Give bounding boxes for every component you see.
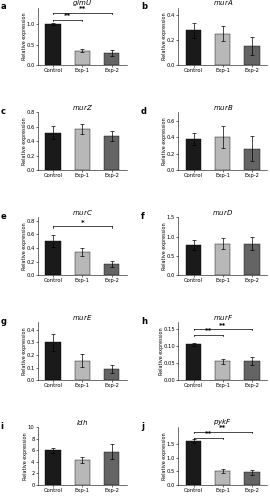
Text: **: ** (219, 426, 227, 432)
Text: b: b (141, 2, 147, 11)
Bar (75, 460, 90, 485)
Bar (75, 360, 90, 380)
Bar (104, 452, 119, 485)
Bar (75, 51, 90, 65)
Text: **: ** (79, 6, 86, 12)
Y-axis label: Relative expression: Relative expression (22, 328, 27, 375)
Title: $\it{ldh}$: $\it{ldh}$ (76, 418, 89, 427)
Bar (244, 362, 260, 380)
Text: a: a (1, 2, 6, 11)
Bar (186, 245, 201, 275)
Title: $\it{murF}$: $\it{murF}$ (213, 314, 233, 322)
Bar (186, 139, 201, 170)
Title: $\it{murB}$: $\it{murB}$ (212, 104, 233, 112)
Bar (104, 264, 119, 275)
Bar (215, 362, 230, 380)
Y-axis label: Relative expression: Relative expression (162, 12, 167, 60)
Bar (215, 472, 230, 485)
Text: **: ** (219, 322, 227, 328)
Text: e: e (1, 212, 6, 220)
Title: $\it{murA}$: $\it{murA}$ (212, 0, 233, 8)
Bar (215, 244, 230, 275)
Text: j: j (141, 422, 144, 430)
Text: **: ** (205, 328, 212, 334)
Y-axis label: Relative expression: Relative expression (22, 12, 27, 60)
Title: $\it{murE}$: $\it{murE}$ (72, 314, 93, 322)
Text: d: d (141, 106, 147, 116)
Bar (186, 441, 201, 485)
Title: $\it{murD}$: $\it{murD}$ (212, 208, 234, 218)
Bar (104, 369, 119, 380)
Bar (244, 244, 260, 275)
Y-axis label: Relative expression: Relative expression (23, 432, 28, 480)
Y-axis label: Relative expression: Relative expression (22, 118, 27, 165)
Bar (104, 136, 119, 170)
Bar (75, 129, 90, 170)
Y-axis label: Relative expression: Relative expression (159, 328, 164, 375)
Text: i: i (1, 422, 4, 430)
Title: $\it{pykF}$: $\it{pykF}$ (214, 418, 232, 428)
Text: **: ** (64, 14, 71, 20)
Bar (45, 241, 61, 275)
Bar (186, 30, 201, 65)
Bar (45, 450, 61, 485)
Title: $\it{murC}$: $\it{murC}$ (72, 208, 93, 218)
Title: $\it{glmU}$: $\it{glmU}$ (72, 0, 92, 8)
Bar (45, 24, 61, 65)
Y-axis label: Relative expression: Relative expression (162, 118, 167, 165)
Text: c: c (1, 106, 5, 116)
Y-axis label: Relative expression: Relative expression (162, 222, 167, 270)
Bar (75, 252, 90, 275)
Bar (45, 342, 61, 380)
Text: *: * (80, 220, 84, 226)
Bar (244, 148, 260, 170)
Title: $\it{murZ}$: $\it{murZ}$ (72, 104, 93, 112)
Text: **: ** (205, 431, 212, 437)
Bar (215, 34, 230, 65)
Bar (45, 132, 61, 170)
Text: f: f (141, 212, 145, 220)
Text: h: h (141, 316, 147, 326)
Bar (215, 137, 230, 170)
Bar (244, 472, 260, 485)
Text: g: g (1, 316, 6, 326)
Y-axis label: Relative expression: Relative expression (22, 222, 27, 270)
Bar (244, 46, 260, 65)
Bar (186, 344, 201, 380)
Y-axis label: Relative expression: Relative expression (162, 432, 167, 480)
Bar (104, 53, 119, 65)
